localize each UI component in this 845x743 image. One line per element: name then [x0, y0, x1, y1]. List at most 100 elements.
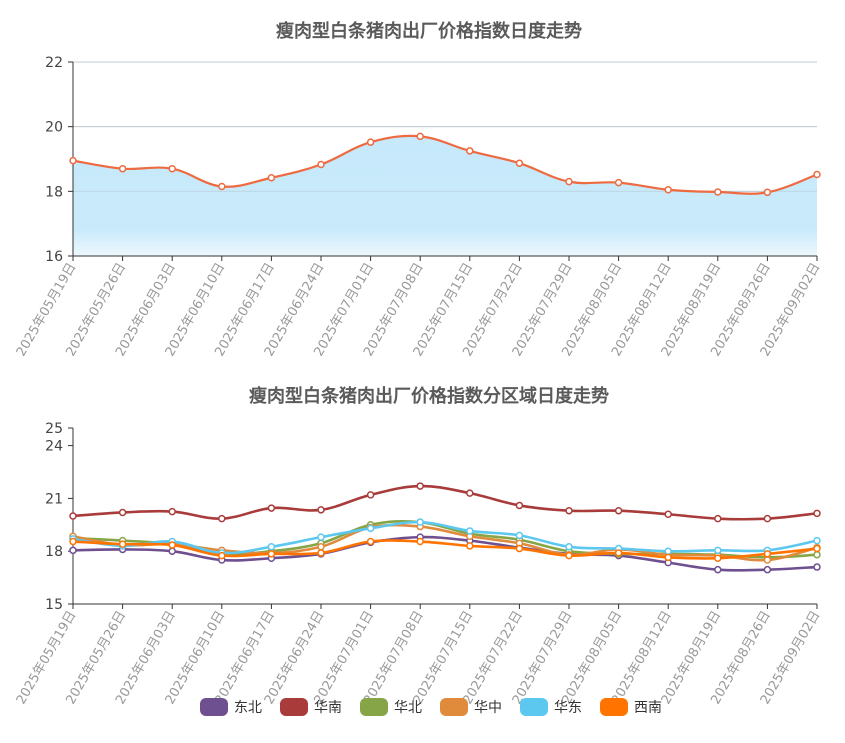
chart2-y-tick-label: 21 — [45, 491, 63, 507]
legend-item[interactable]: 华北 — [360, 698, 422, 716]
chart2-title: 瘦肉型白条猪肉出厂价格指数分区域日度走势 — [249, 385, 609, 407]
chart1-y-tick-label: 22 — [45, 55, 63, 71]
chart2-data-point — [515, 501, 524, 510]
chart2-x-tick-labels: 2025年05月19日2025年05月26日2025年06月03日2025年06… — [14, 604, 823, 707]
chart2-data-point — [813, 509, 821, 518]
chart1-points — [69, 132, 821, 197]
chart2-series-line — [72, 539, 818, 560]
legend-label: 华南 — [314, 700, 342, 716]
chart2-data-point — [515, 531, 524, 540]
chart1-data-point — [813, 170, 821, 179]
chart2-data-point — [714, 554, 722, 562]
legend-swatch — [600, 698, 628, 716]
chart1-data-point — [614, 178, 623, 187]
chart2-data-point — [218, 514, 226, 523]
chart2-data-point — [813, 544, 821, 553]
chart2-data-point — [267, 550, 276, 558]
chart2-data-point — [714, 546, 722, 555]
chart2-data-point — [466, 489, 474, 497]
chart1-title: 瘦肉型白条猪肉出厂价格指数日度走势 — [276, 20, 582, 42]
chart2-data-point — [267, 504, 276, 512]
chart2-data-point — [218, 551, 226, 560]
chart2-data-point — [416, 482, 424, 490]
chart2-data-point — [317, 506, 325, 514]
legend-label: 西南 — [634, 700, 662, 716]
chart2-data-point — [168, 541, 176, 549]
chart2-data-point — [565, 543, 573, 551]
chart2-series-6 — [69, 537, 821, 562]
legend-label: 东北 — [234, 700, 262, 716]
chart2-data-point — [664, 553, 672, 562]
chart2-data-point — [813, 550, 821, 559]
chart2-data-point — [416, 537, 424, 546]
chart2-data-point — [565, 551, 573, 560]
chart2-y-tick-label: 15 — [45, 597, 63, 613]
legend-swatch — [440, 698, 468, 716]
chart2-data-point — [763, 550, 772, 558]
chart1-data-point — [317, 160, 325, 169]
legend-swatch — [520, 698, 548, 716]
legend-item[interactable]: 东北 — [200, 698, 262, 716]
chart1-data-point — [267, 174, 276, 182]
chart2-data-point — [614, 549, 623, 557]
chart1-data-point — [118, 164, 127, 173]
chart2-legend[interactable]: 东北 华南 华北 华中 华东 西南 — [200, 698, 662, 716]
chart1-data-point — [366, 138, 375, 146]
legend-swatch — [200, 698, 228, 716]
chart2-series — [69, 482, 821, 574]
chart2-data-point — [515, 544, 524, 553]
chart1-data-point — [218, 182, 226, 191]
chart1-y-tick-label: 18 — [45, 184, 63, 200]
chart2-y-tick-label: 25 — [45, 421, 63, 437]
chart2-data-point — [366, 491, 375, 499]
legend-item[interactable]: 华东 — [520, 698, 582, 716]
chart2-data-point — [69, 546, 77, 555]
chart1-data-point — [714, 188, 722, 196]
chart2-data-point — [763, 556, 772, 564]
chart2-data-point — [466, 527, 474, 535]
chart2-data-point — [664, 510, 672, 518]
chart2-data-point — [366, 537, 375, 546]
legend-item[interactable]: 华南 — [280, 698, 342, 716]
chart2-y-tick-label: 24 — [45, 439, 63, 455]
chart1-data-point — [416, 132, 424, 141]
chart1-y-tick-labels: 16 18 20 22 — [45, 55, 73, 265]
legend-label: 华北 — [394, 700, 422, 716]
chart2-data-point — [416, 518, 424, 526]
chart2-y-tick-labels: 15 18 21 24 25 — [45, 421, 73, 613]
chart2-data-point — [317, 533, 325, 541]
legend-label: 华中 — [474, 700, 502, 716]
legend-swatch — [280, 698, 308, 716]
chart1-y-tick-label: 20 — [45, 120, 63, 136]
legend-swatch — [360, 698, 388, 716]
legend-item[interactable]: 华中 — [440, 698, 502, 716]
chart2-data-point — [317, 549, 325, 557]
chart2-data-point — [714, 565, 722, 574]
chart1-data-point — [565, 177, 573, 186]
chart2-series-line — [72, 520, 818, 555]
chart1-data-point — [466, 147, 474, 155]
chart2-data-point — [118, 540, 127, 548]
chart1-data-point — [664, 185, 672, 194]
chart2-data-point — [366, 524, 375, 533]
chart2-data-point — [466, 542, 474, 550]
chart1-data-point — [69, 156, 77, 165]
chart2-data-point — [763, 565, 772, 574]
chart2-axes — [72, 428, 817, 605]
chart2-data-point — [664, 547, 672, 555]
chart2-data-point — [317, 543, 325, 551]
legend-item[interactable]: 西南 — [600, 698, 662, 716]
chart2-series-line — [72, 484, 818, 521]
chart1-data-point — [515, 159, 524, 167]
chart2-data-point — [69, 512, 77, 520]
chart2-data-point — [614, 506, 623, 515]
chart2-data-point — [714, 514, 722, 523]
chart2-data-point — [168, 507, 176, 516]
chart2-data-point — [813, 536, 821, 545]
chart1-data-point — [763, 188, 772, 197]
chart2-series-line — [72, 535, 818, 572]
chart2-data-point — [118, 508, 127, 517]
chart2-data-point — [565, 506, 573, 515]
chart2-data-point — [168, 547, 176, 555]
